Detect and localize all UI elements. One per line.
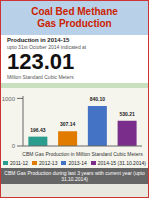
html-text:Production in 2014-15: Production in 2014-15 (7, 37, 70, 43)
html-text:Gas Production: Gas Production (37, 18, 112, 29)
svg-text:307.14: 307.14 (60, 121, 76, 127)
svg-text:530.21: 530.21 (119, 111, 135, 117)
html-text:123.01: 123.01 (7, 49, 75, 74)
svg-text:1000: 1000 (8, 96, 16, 102)
html-text:2014-15 (31.10.2014): 2014-15 (31.10.2014) (97, 160, 146, 166)
svg-text:CBM Gas Production in Million: CBM Gas Production in Million Standard C… (22, 151, 141, 157)
html-text:2012-13: 2012-13 (39, 160, 58, 166)
html-text:CBM Gas Production during last: CBM Gas Production during last 3 years w… (4, 170, 145, 182)
html-text:Million Standard Cubic Meters: Million Standard Cubic Meters (7, 74, 74, 80)
html-text:upto 31st October 2014 indicat: upto 31st October 2014 indicated at (7, 44, 87, 50)
svg-text:0: 0 (12, 143, 16, 149)
svg-text:840.10: 840.10 (90, 96, 106, 102)
html-text:Coal Bed Methane: Coal Bed Methane (31, 6, 118, 17)
html-text:2013-14: 2013-14 (68, 160, 87, 166)
svg-text:196.43: 196.43 (30, 127, 46, 133)
html-text:2011-12: 2011-12 (10, 160, 29, 166)
